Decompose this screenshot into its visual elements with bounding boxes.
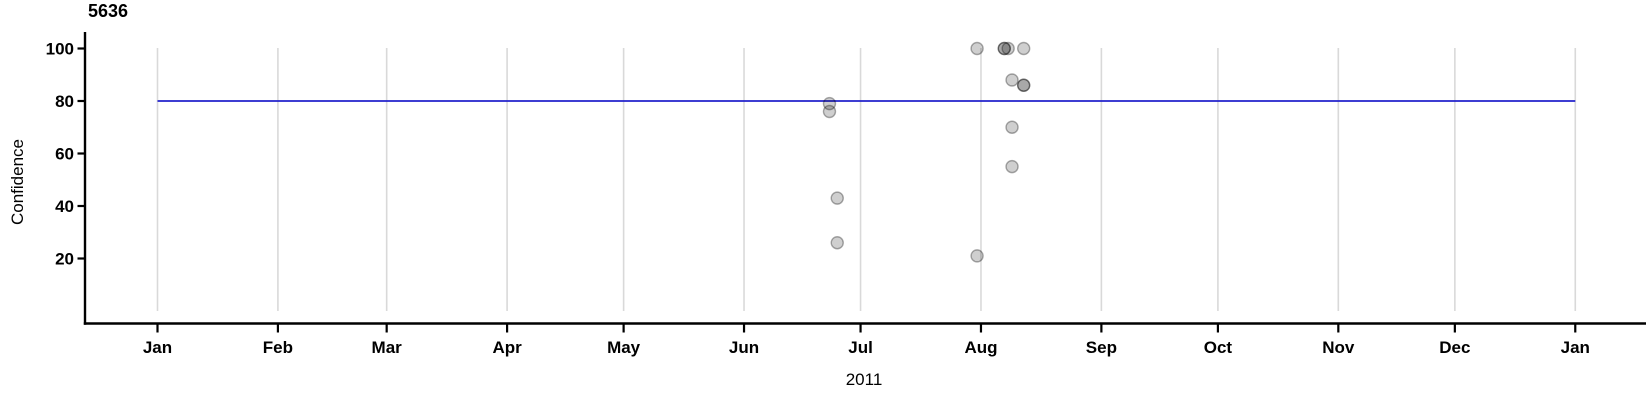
x-tick-label: Nov [1322,338,1355,357]
x-tick-label: Jul [848,338,873,357]
y-tick-label: 80 [55,92,74,111]
data-point [1005,120,1019,134]
data-point [822,96,837,111]
x-tick-label: Aug [964,338,997,357]
data-point [1016,41,1031,56]
y-tick-label: 40 [55,197,74,216]
data-point [970,41,984,56]
data-point [997,41,1011,56]
x-axis-label: 2011 [845,370,883,389]
data-point [830,191,844,205]
data-point [1001,41,1015,56]
data-point [1016,78,1031,92]
data-point [997,41,1011,56]
y-tick-label: 60 [55,145,74,164]
x-tick-label: Sep [1086,338,1117,357]
x-tick-label: May [607,338,641,357]
chart-title: 5636 [88,1,129,21]
data-point [830,236,844,250]
x-tick-label: Dec [1439,338,1470,357]
y-tick-label: 20 [55,250,74,269]
x-tick-label: Feb [263,338,293,357]
x-tick-label: Mar [372,338,403,357]
y-tick-label: 100 [46,40,74,59]
x-tick-label: Jun [729,338,759,357]
data-point [1016,78,1031,92]
x-tick-label: Apr [492,338,522,357]
data-point [970,249,984,263]
data-point [1005,159,1019,174]
data-point [822,104,837,119]
x-tick-label: Oct [1204,338,1233,357]
data-point [1005,73,1019,87]
x-tick-label: Jan [143,338,172,357]
x-tick-label: Jan [1561,338,1590,357]
